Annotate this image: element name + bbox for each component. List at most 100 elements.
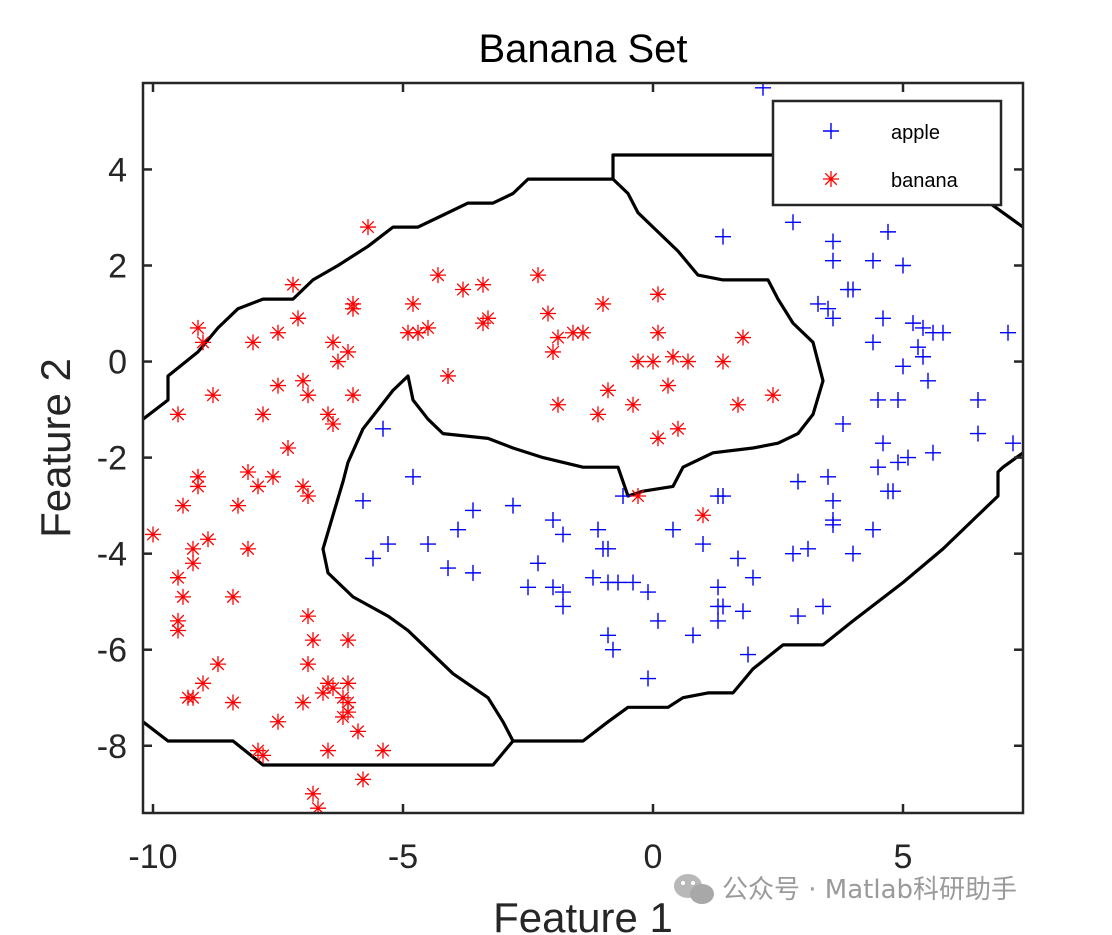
banana-point [360, 219, 376, 236]
banana-point [430, 267, 446, 284]
y-tick-label: 4 [108, 151, 127, 189]
apple-point [665, 521, 681, 538]
apple-point [800, 540, 816, 557]
apple-point [585, 569, 601, 586]
banana-point [280, 440, 296, 456]
apple-point [890, 391, 906, 408]
banana-point [410, 324, 426, 341]
boundary-segment [321, 177, 1023, 743]
apple-point [845, 545, 861, 562]
apple-point [835, 415, 851, 432]
banana-point [285, 276, 301, 293]
banana-point [420, 319, 436, 336]
apple-point [505, 497, 521, 514]
apple-point [640, 670, 656, 687]
banana-point [665, 348, 681, 365]
apple-point [650, 612, 666, 629]
apple-point [715, 228, 731, 245]
apple-point [710, 579, 726, 596]
apple-point [710, 612, 726, 629]
banana-point [230, 497, 246, 514]
banana-point [170, 622, 186, 639]
banana-point [630, 353, 646, 370]
apple-point [695, 536, 711, 553]
apple-point [920, 372, 936, 389]
apple-point [1005, 435, 1021, 452]
banana-point [735, 329, 751, 346]
axis-ticks: -10 -5 0 5 -8 -6 -4 -2 0 2 4 [97, 83, 1023, 876]
apple-point [545, 579, 561, 596]
apple-point [555, 598, 571, 615]
apple-point [820, 300, 836, 317]
apple-point [895, 358, 911, 375]
apple-point [925, 444, 941, 461]
apple-point [825, 492, 841, 509]
apple-point [1000, 324, 1016, 341]
banana-point [575, 324, 591, 341]
apple-point [380, 536, 396, 553]
apple-point [520, 579, 536, 596]
banana-point [195, 334, 211, 351]
banana-point [295, 372, 311, 389]
apple-point [885, 483, 901, 500]
banana-point [345, 295, 361, 312]
banana-point [185, 540, 201, 557]
apple-point [825, 310, 841, 327]
boundary-segment [143, 720, 515, 767]
apple-point [745, 569, 761, 586]
apple-point [785, 214, 801, 231]
apple-point [545, 512, 561, 529]
axes-box [141, 81, 1025, 815]
banana-point [540, 305, 556, 322]
banana-point [245, 334, 261, 351]
apple-point [740, 646, 756, 663]
apple-point [420, 536, 436, 553]
data-points [145, 83, 1021, 813]
banana-point [630, 488, 646, 505]
banana-point [295, 478, 311, 495]
banana-point [340, 704, 356, 721]
y-tick-label: -6 [97, 632, 127, 670]
banana-point [650, 430, 666, 447]
banana-point [175, 497, 191, 514]
boundary-segment [143, 153, 1023, 421]
y-tick-label: -4 [97, 536, 127, 574]
banana-point [255, 406, 271, 423]
apple-point [790, 473, 806, 490]
apple-point [905, 315, 921, 332]
apple-point [715, 488, 731, 505]
apple-point [895, 257, 911, 274]
banana-point [185, 689, 201, 706]
apple-point [355, 492, 371, 509]
banana-point [340, 632, 356, 649]
banana-point [345, 387, 361, 404]
apple-point [555, 526, 571, 543]
apple-point [875, 435, 891, 452]
y-tick-label: 2 [108, 248, 127, 286]
banana-point [225, 694, 241, 711]
banana-point [565, 324, 581, 341]
banana-point [625, 396, 641, 413]
banana-point [530, 267, 546, 284]
y-tick-label: -8 [97, 728, 127, 766]
apple-point [730, 550, 746, 567]
banana-point [350, 723, 366, 740]
apple-point [590, 521, 606, 538]
apple-point [865, 521, 881, 538]
legend-box [771, 99, 1003, 207]
banana-point [440, 367, 456, 384]
apple-point [900, 449, 916, 466]
banana-point [715, 353, 731, 370]
apple-point [365, 550, 381, 567]
banana-point [300, 608, 316, 625]
banana-point [190, 319, 206, 336]
banana-point [250, 478, 266, 495]
banana-point [205, 387, 221, 404]
banana-point [325, 680, 341, 697]
watermark-text: 公众号 · Matlab科研助手 [722, 875, 1017, 905]
apple-point [465, 502, 481, 519]
banana-point [455, 281, 471, 298]
y-tick-label: 0 [108, 344, 127, 382]
apple-point [865, 334, 881, 351]
apple-point [440, 560, 456, 577]
